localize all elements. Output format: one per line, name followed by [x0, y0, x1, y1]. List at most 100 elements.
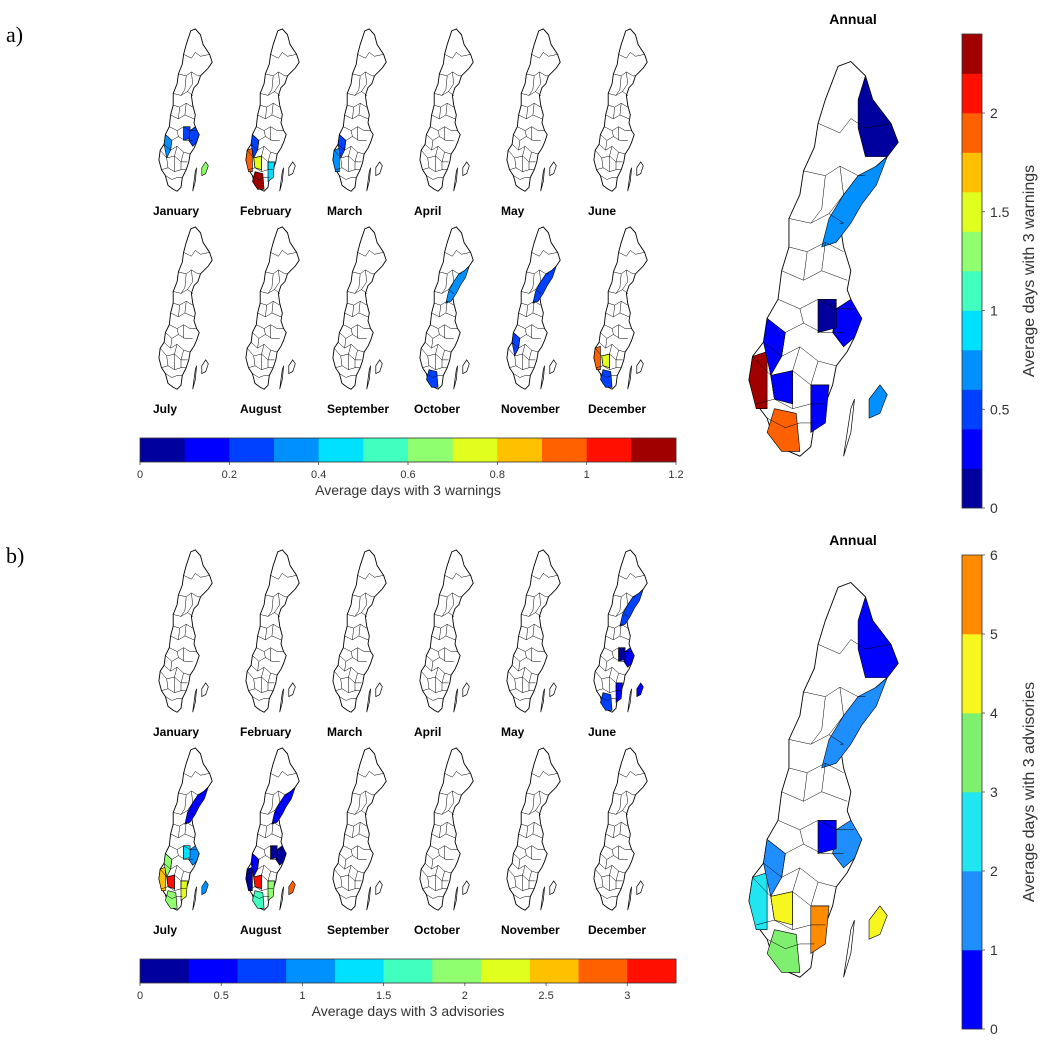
county-border [533, 301, 534, 313]
county-border [262, 865, 265, 875]
colorbar-tick-label: 0 [137, 469, 143, 481]
county-border [260, 624, 280, 628]
region-south [600, 370, 612, 388]
county-border [425, 342, 451, 352]
county-border [254, 877, 255, 887]
county-border [265, 270, 287, 274]
month-map-march [333, 550, 386, 712]
county-border [529, 871, 532, 881]
county-border [438, 652, 439, 658]
oland-island [367, 366, 371, 389]
county-border [536, 72, 541, 92]
county-border [188, 270, 193, 290]
county-border [339, 895, 356, 899]
county-border [173, 103, 193, 107]
county-border [811, 882, 818, 906]
month-label: June [588, 204, 616, 218]
county-border [426, 374, 443, 378]
county-border [597, 689, 622, 693]
county-border [610, 667, 613, 677]
county-border [606, 140, 607, 150]
oland-island [541, 366, 545, 389]
county-border [442, 795, 447, 815]
county-border [171, 834, 194, 838]
gotland-island [637, 360, 644, 374]
gotland-island [376, 162, 383, 176]
county-border [439, 826, 440, 838]
panel-a-label: a) [6, 22, 24, 47]
county-border [446, 103, 447, 115]
county-border [188, 72, 193, 92]
colorbar-segment [286, 959, 336, 983]
county-border [536, 270, 541, 290]
county-border [426, 656, 453, 662]
county-border [434, 103, 454, 107]
month-label: February [240, 725, 292, 739]
month-map-april [420, 550, 473, 712]
county-border [265, 72, 287, 76]
county-border [358, 573, 384, 579]
county-border [529, 673, 532, 683]
county-border [268, 871, 271, 881]
county-border [525, 329, 526, 335]
county-border [597, 887, 622, 891]
gotland-island [289, 162, 296, 176]
month-label: October [414, 923, 460, 937]
county-border [359, 624, 360, 636]
colorbar-title: Average days with 3 advisories [312, 1003, 505, 1019]
county-border [442, 871, 445, 881]
county-border [432, 859, 433, 869]
county-border [446, 822, 447, 834]
month-label: March [327, 204, 362, 218]
colorbar-segment [318, 438, 364, 462]
county-border [185, 822, 186, 834]
county-border [608, 624, 628, 628]
county-border [449, 270, 454, 290]
county-border [162, 689, 187, 693]
county-border [515, 679, 516, 689]
colorbar-segment [586, 438, 632, 462]
county-border [445, 573, 471, 579]
county-border [442, 76, 447, 96]
county-border [258, 834, 281, 838]
colorbar-tick-label: 2.5 [538, 990, 553, 1002]
county-border [606, 859, 607, 869]
county-border [767, 939, 814, 949]
colorbar-segment [962, 350, 982, 390]
county-border [519, 859, 520, 869]
county-border [181, 871, 184, 881]
county-border [272, 624, 273, 636]
county-border [275, 593, 280, 613]
region-coast [620, 589, 643, 626]
county-border [438, 329, 439, 335]
county-border [258, 338, 259, 348]
county-border [339, 374, 356, 378]
county-border [782, 271, 848, 281]
county-border [349, 865, 352, 875]
county-border [818, 119, 891, 133]
county-border [616, 152, 619, 162]
county-border [260, 301, 280, 305]
oland-island [193, 887, 197, 910]
county-border [434, 301, 454, 305]
county-border [254, 356, 255, 366]
county-border [619, 573, 645, 579]
county-border [513, 656, 540, 662]
county-border [268, 597, 273, 617]
oland-island [280, 887, 284, 910]
county-border [600, 374, 617, 378]
county-border [173, 822, 193, 826]
colorbar-tick-label: 1 [584, 469, 590, 481]
county-border [358, 52, 384, 58]
month-map-january [159, 550, 212, 712]
region-gotland [869, 906, 887, 939]
panel-b-label: b) [6, 543, 25, 568]
colorbar-segment [481, 959, 531, 983]
county-border [271, 250, 297, 256]
region-south [426, 370, 438, 388]
county-border [352, 107, 353, 119]
county-border [184, 573, 210, 579]
month-map-july [159, 227, 212, 389]
oland-island [367, 887, 371, 910]
month-label: November [501, 923, 560, 937]
